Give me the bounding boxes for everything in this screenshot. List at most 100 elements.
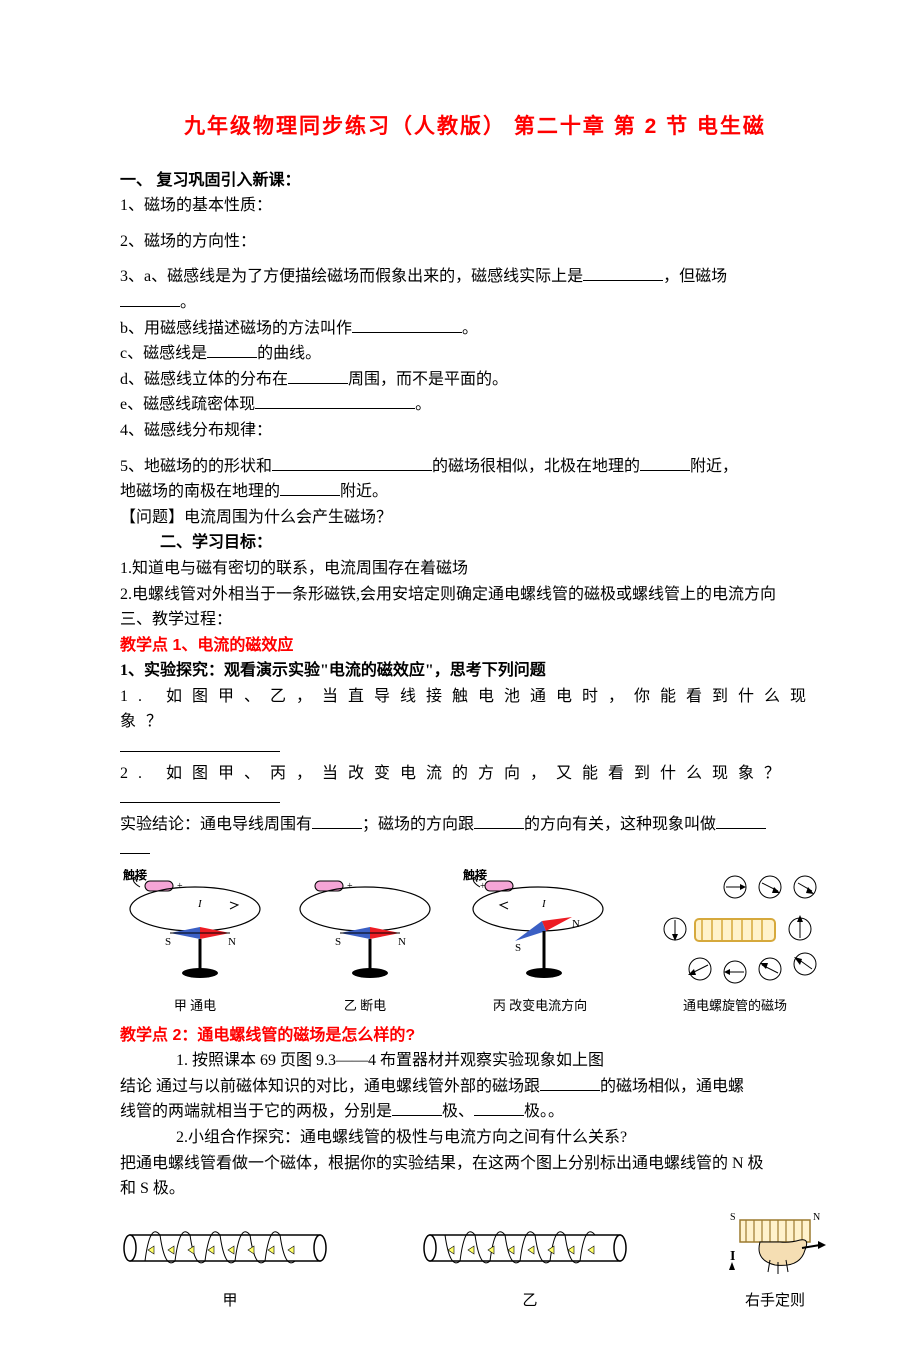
svg-text:N: N xyxy=(228,936,236,948)
question-line: 【问题】电流周围为什么会产生磁场？ xyxy=(120,505,830,531)
blank[interactable] xyxy=(272,454,432,471)
q3a-text2: ，但磁场 xyxy=(663,268,727,285)
teaching-point-1: 教学点 1、电流的磁效应 xyxy=(120,633,830,659)
solenoid-field-svg xyxy=(640,869,830,989)
exp1-q1: 1. 如图甲、乙，当直导线接触电池通电时，你能看到什么现象？ xyxy=(120,684,830,735)
caption-solenoid: 通电螺旋管的磁场 xyxy=(640,996,830,1017)
tp2-conc-t1: 结论 通过与以前磁体知识的对比，通电螺线管外部的磁场跟 xyxy=(120,1078,540,1095)
svg-text:I: I xyxy=(541,898,547,910)
tp2-conc-t5: 极。。 xyxy=(524,1103,564,1120)
q3b-text: b、用磁感线描述磁场的方法叫作 xyxy=(120,320,352,337)
blank[interactable] xyxy=(255,392,415,409)
right-hand-rule: S N I 右手定则 xyxy=(720,1210,830,1313)
caption-jia: 甲 通电 xyxy=(120,996,270,1017)
solenoid-yi: 乙 xyxy=(420,1210,640,1313)
svg-text:+: + xyxy=(347,881,353,892)
q3b-line: b、用磁感线描述磁场的方法叫作。 xyxy=(120,316,830,342)
blank[interactable] xyxy=(392,1099,442,1116)
q3a-text3: 。 xyxy=(180,294,196,311)
tp2-step2: 2.小组合作探究：通电螺线管的极性与电流方向之间有什么关系? xyxy=(176,1125,830,1151)
q5-text2: 的磁场很相似，北极在地理的 xyxy=(432,458,640,475)
figure-jia: 触接 + I S N 甲 通电 xyxy=(120,869,270,1017)
exp1-q2: 2. 如图甲、丙，当改变电流的方向，又能看到什么现象？ xyxy=(120,761,830,787)
q5-text3: 附近， xyxy=(690,458,738,475)
goal1: 1.知道电与磁有密切的联系，电流周围存在着磁场 xyxy=(120,556,830,582)
blank[interactable] xyxy=(120,837,150,854)
blank[interactable] xyxy=(312,812,362,829)
q3a-line2: 。 xyxy=(120,290,830,316)
solenoid-jia-svg xyxy=(120,1210,340,1280)
svg-text:+: + xyxy=(480,881,486,892)
blank[interactable] xyxy=(120,786,280,803)
blank[interactable] xyxy=(640,454,690,471)
svg-text:N: N xyxy=(813,1212,820,1223)
q3e-text: e、磁感线疏密体现 xyxy=(120,396,255,413)
worksheet-page: 九年级物理同步练习（人教版） 第二十章 第 2 节 电生磁 一、 复习巩固引入新… xyxy=(0,0,920,1353)
q5-line1: 5、地磁场的的形状和 的磁场很相似，北极在地理的 附近， xyxy=(120,454,830,480)
svg-text:I: I xyxy=(197,898,203,910)
svg-text:I: I xyxy=(730,1249,735,1264)
solenoid-figure-row: 甲 乙 xyxy=(120,1210,830,1313)
caption-right-hand: 右手定则 xyxy=(720,1289,830,1313)
q3d-text2: 周围，而不是平面的。 xyxy=(348,371,508,388)
exp1-conclusion: 实验结论：通电导线周围有 ；磁场的方向跟 的方向有关，这种现象叫做 xyxy=(120,812,830,838)
svg-text:N: N xyxy=(398,936,406,948)
process-heading: 三、教学过程： xyxy=(120,607,830,633)
q3d-line: d、磁感线立体的分布在 周围，而不是平面的。 xyxy=(120,367,830,393)
svg-text:S: S xyxy=(335,936,341,948)
caption-sole-jia: 甲 xyxy=(120,1289,340,1313)
svg-text:S: S xyxy=(515,942,521,954)
tp2-instr-2: 和 S 极。 xyxy=(120,1176,830,1202)
blank[interactable] xyxy=(207,341,257,358)
goal2: 2.电螺线管对外相当于一条形磁铁,会用安培定则确定通电螺线管的磁极或螺线管上的电… xyxy=(120,582,830,608)
caption-sole-yi: 乙 xyxy=(420,1289,640,1313)
experiment1-intro: 1、实验探究：观看演示实验"电流的磁效应"，思考下列问题 xyxy=(120,658,830,684)
blank[interactable] xyxy=(120,290,180,307)
q5-text1: 5、地磁场的的形状和 xyxy=(120,458,272,475)
tp2-conc-line2: 线管的两端就相当于它的两极，分别是极、极。。 xyxy=(120,1099,830,1125)
figure-yi: + S N 乙 断电 xyxy=(290,869,440,1017)
q4: 4、磁感线分布规律： xyxy=(120,418,830,444)
blank[interactable] xyxy=(474,1099,524,1116)
q3c-text2: 的曲线。 xyxy=(257,345,321,362)
svg-text:+: + xyxy=(177,881,183,892)
conc-text1: 实验结论：通电导线周围有 xyxy=(120,816,312,833)
caption-bing: 丙 改变电流方向 xyxy=(460,996,620,1017)
solenoid-yi-svg xyxy=(420,1210,640,1280)
blank[interactable] xyxy=(352,316,462,333)
q3c-line: c、磁感线是的曲线。 xyxy=(120,341,830,367)
figure-bing: 触接 + I S N 丙 改变电流方向 xyxy=(460,869,620,1017)
blank[interactable] xyxy=(120,735,280,752)
q3d-text1: d、磁感线立体的分布在 xyxy=(120,371,288,388)
blank[interactable] xyxy=(280,479,340,496)
svg-text:S: S xyxy=(165,936,171,948)
q3e-line: e、磁感线疏密体现。 xyxy=(120,392,830,418)
svg-text:S: S xyxy=(730,1212,736,1223)
conc-text2: ；磁场的方向跟 xyxy=(362,816,474,833)
blank[interactable] xyxy=(288,367,348,384)
q1: 1、磁场的基本性质： xyxy=(120,193,830,219)
blank[interactable] xyxy=(474,812,524,829)
teaching-point-2: 教学点 2：通电螺线管的磁场是怎么样的? xyxy=(120,1023,830,1049)
page-title: 九年级物理同步练习（人教版） 第二十章 第 2 节 电生磁 xyxy=(120,110,830,144)
conc-text3: 的方向有关，这种现象叫做 xyxy=(524,816,716,833)
tp2-conc-t4: 极、 xyxy=(442,1103,474,1120)
blank[interactable] xyxy=(540,1074,600,1091)
tp2-instr-1: 把通电螺线管看做一个磁体，根据你的实验结果，在这两个图上分别标出通电螺线管的 N… xyxy=(120,1151,830,1177)
blank[interactable] xyxy=(583,264,663,281)
circuit-yi-svg: + S N xyxy=(290,869,440,989)
q2: 2、磁场的方向性： xyxy=(120,229,830,255)
section1-heading: 一、 复习巩固引入新课： xyxy=(120,168,830,194)
q3a-text1: 3、a、磁感线是为了方便描绘磁场而假象出来的，磁感线实际上是 xyxy=(120,268,583,285)
q3a-line: 3、a、磁感线是为了方便描绘磁场而假象出来的，磁感线实际上是 ，但磁场 xyxy=(120,264,830,290)
q5-text5: 附近。 xyxy=(340,483,388,500)
blank[interactable] xyxy=(716,812,766,829)
figure-row-1: 触接 + I S N 甲 通电 xyxy=(120,869,830,1017)
right-hand-svg: S N I xyxy=(720,1210,830,1280)
section2-heading: 二、学习目标： xyxy=(160,530,830,556)
tp2-step1: 1. 按照课本 69 页图 9.3——4 布置器材并观察实验现象如上图 xyxy=(176,1048,830,1074)
caption-yi: 乙 断电 xyxy=(290,996,440,1017)
solenoid-jia: 甲 xyxy=(120,1210,340,1313)
tp2-conc-line1: 结论 通过与以前磁体知识的对比，通电螺线管外部的磁场跟的磁场相似，通电螺 xyxy=(120,1074,830,1100)
circuit-jia-svg: 触接 + I S N xyxy=(120,869,270,989)
